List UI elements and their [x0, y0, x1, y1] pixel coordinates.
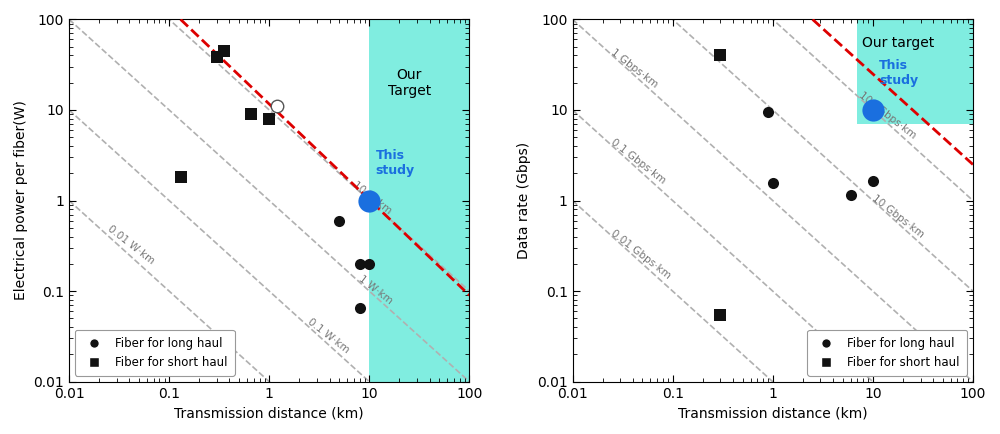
Text: Our target: Our target	[862, 36, 935, 50]
Text: Our
Target: Our Target	[388, 68, 431, 98]
Y-axis label: Data rate (Gbps): Data rate (Gbps)	[517, 142, 531, 259]
Text: This
study: This study	[879, 59, 918, 87]
Text: 10 W·km: 10 W·km	[351, 179, 393, 216]
Text: 100 Gbps·km: 100 Gbps·km	[857, 90, 918, 141]
Text: This
study: This study	[375, 149, 415, 178]
Text: 10 Gbps·km: 10 Gbps·km	[870, 193, 925, 240]
Text: 1 W·km: 1 W·km	[357, 274, 394, 306]
Text: 0.1 W·km: 0.1 W·km	[306, 317, 351, 355]
X-axis label: Transmission distance (km): Transmission distance (km)	[174, 406, 364, 420]
Legend: Fiber for long haul, Fiber for short haul: Fiber for long haul, Fiber for short hau…	[807, 330, 967, 376]
Legend: Fiber for long haul, Fiber for short haul: Fiber for long haul, Fiber for short hau…	[75, 330, 235, 376]
Y-axis label: Electrical power per fiber(W): Electrical power per fiber(W)	[14, 101, 28, 300]
Text: 0.01 Gbps·km: 0.01 Gbps·km	[609, 228, 673, 281]
Text: 1 Gbps·km: 1 Gbps·km	[609, 47, 660, 89]
X-axis label: Transmission distance (km): Transmission distance (km)	[678, 406, 868, 420]
Text: 0.1 Gbps·km: 0.1 Gbps·km	[609, 138, 668, 186]
Text: 0.01 W·km: 0.01 W·km	[106, 224, 156, 266]
